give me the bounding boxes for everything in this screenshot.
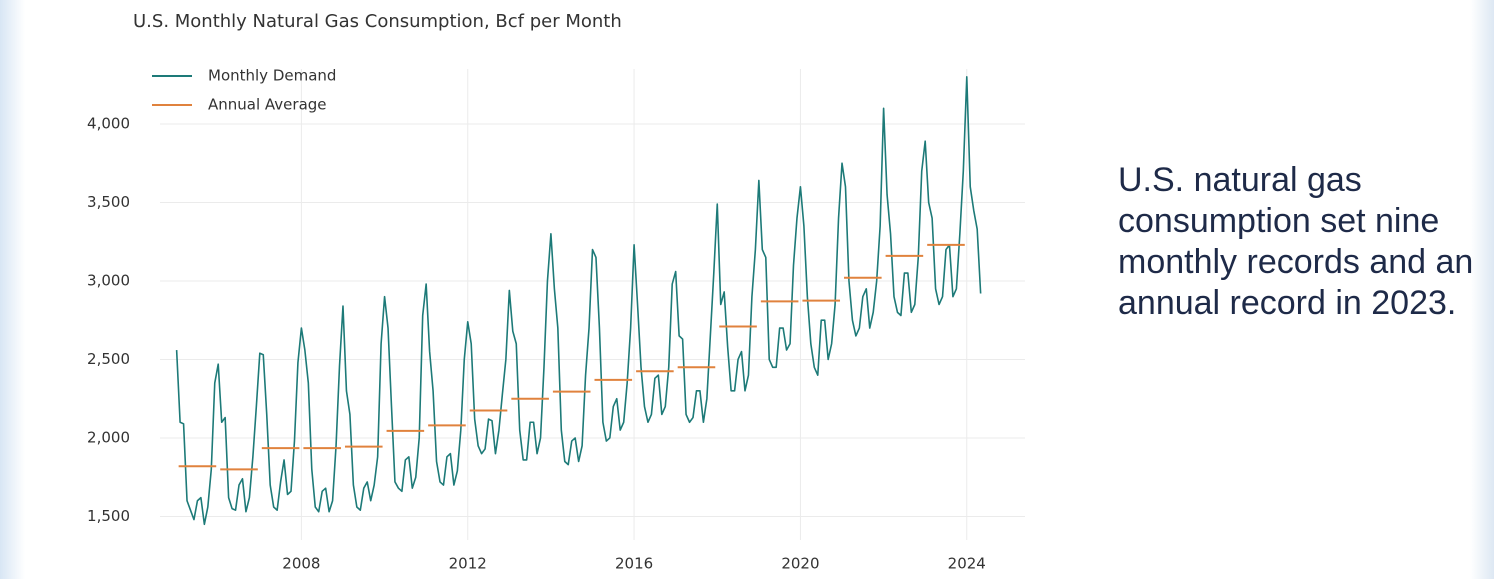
y-tick-label: 2,000 (87, 428, 130, 446)
legend-label: Annual Average (208, 96, 327, 114)
caption: U.S. natural gas consumption set nine mo… (1118, 161, 1474, 322)
monthly-demand-line (175, 76, 982, 526)
x-tick-label: 2008 (282, 555, 320, 573)
y-tick-label: 1,500 (87, 507, 130, 525)
x-tick-label: 2012 (449, 555, 487, 573)
y-tick-label: 4,000 (87, 114, 130, 132)
chart-title: U.S. Monthly Natural Gas Consumption, Bc… (133, 11, 622, 32)
y-tick-label: 3,500 (87, 193, 130, 211)
y-tick-label: 2,500 (87, 350, 130, 368)
x-tick-label: 2020 (781, 555, 819, 573)
legend-label: Monthly Demand (208, 67, 336, 85)
x-tick-label: 2024 (948, 555, 986, 573)
x-tick-label: 2016 (615, 555, 653, 573)
y-tick-label: 3,000 (87, 271, 130, 289)
